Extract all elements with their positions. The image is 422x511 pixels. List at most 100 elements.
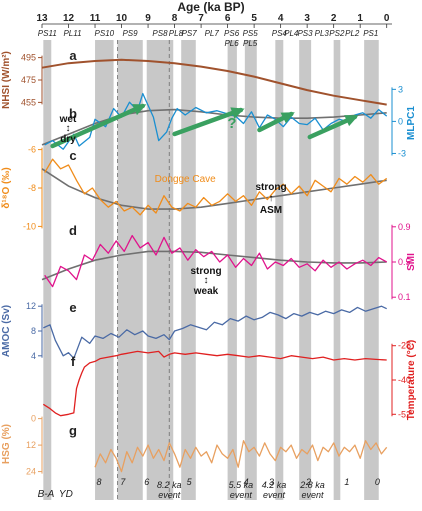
axis-tick-label-b: 0: [398, 116, 403, 126]
phase-band-ps2: [333, 40, 341, 500]
trend-arrowhead-3: [344, 115, 359, 127]
series-line-e: [43, 305, 387, 359]
axis-title-a: NHSI (W/m²): [1, 51, 12, 109]
axis-tick-label-e: 8: [31, 326, 36, 336]
axis-tick-label-d: 0.5: [398, 257, 411, 267]
axis-title-d: SMI: [406, 253, 417, 271]
phase-band-ps6: [227, 40, 237, 500]
panel-b: b -3 0 3 MLPC1: [41, 84, 417, 158]
event-number-2: 2: [305, 477, 311, 487]
dry-label: dry: [60, 134, 76, 145]
series-annotation-c: Dongge Cave: [155, 174, 217, 185]
age-tick-label: 3: [304, 13, 310, 24]
phase-label-pl2: PL2: [345, 29, 360, 38]
trend-arrowhead-2: [280, 112, 295, 124]
trend-arrows: [50, 103, 359, 149]
asm-arrow: ↑: [269, 193, 274, 204]
phase-band-ps10: [95, 40, 114, 500]
phase-label-pl4: PL4: [284, 29, 299, 38]
axis-tick-label-b: -3: [398, 148, 406, 158]
panel-c: c -10 -8 -6 δ¹⁸O (‰) Dongge Cave: [1, 145, 388, 231]
event-number-0: 0: [375, 477, 380, 487]
panel-d: d 0.1 0.5 0.9 SMI: [41, 222, 417, 302]
axis-tick-label-g: 12: [26, 440, 36, 450]
question-mark: ?: [227, 115, 236, 132]
event-label-line1: 5.5 ka: [229, 480, 254, 490]
axis-title-e: AMOC (Sv): [1, 305, 12, 357]
axis-tick-label-e: 12: [26, 301, 36, 311]
axis-tick-label-f: -28: [398, 341, 411, 351]
smi-weak-label: weak: [193, 286, 219, 297]
event-label-line2: event: [301, 490, 324, 500]
event-label-line2: event: [263, 490, 286, 500]
smi-strong-label: strong: [190, 266, 221, 277]
age-axis: Age (ka BP) 13 12 11 10 9 8 7 6 5 4 3 2 1 0: [36, 0, 392, 28]
panel-e: e 4 8 12 AMOC (Sv): [1, 300, 387, 361]
axis-title-f: Temperature (°C): [406, 340, 417, 421]
period-label-b-a: B-A: [38, 489, 55, 500]
phase-label-ps5: PS5: [243, 29, 259, 38]
axis-tick-label-a: 475: [21, 75, 36, 85]
axis-tick-label-f: -40: [398, 375, 411, 385]
event-label-line1: 8.2 ka: [157, 480, 182, 490]
event-number-1: 1: [344, 477, 349, 487]
trend-arrowhead-1: [230, 107, 245, 119]
series-line-a: [41, 58, 387, 106]
event-number-4: 4: [244, 477, 249, 487]
phase-label-ps7: PS7: [182, 29, 198, 38]
axis-title-g: HSG (%): [1, 424, 12, 464]
axis-tick-label-f: -52: [398, 409, 411, 419]
axis-tick-label-g: 0: [31, 414, 36, 424]
phase-label-pl11: PL11: [63, 29, 81, 38]
panel-letter-a: a: [69, 48, 77, 63]
age-tick-label: 4: [278, 13, 284, 24]
phase-label-ps3: PS3: [297, 29, 313, 38]
axis-tick-label-e: 4: [31, 351, 36, 361]
panel-letter-e: e: [69, 300, 76, 315]
phase-band-ps8: [146, 40, 174, 500]
panel-letter-f: f: [71, 354, 76, 369]
trend-arrow-0: [50, 103, 146, 149]
phase-label-ps6: PS6: [224, 29, 240, 38]
axis-tick-label-a: 495: [21, 53, 36, 63]
smi-arrow: ↕: [204, 275, 209, 286]
trend-arrowhead-0: [132, 104, 147, 116]
phase-label-pl3: PL3: [315, 29, 330, 38]
panel-a: a 455 475 495 NHSI (W/m²): [1, 48, 387, 109]
age-tick-label: 0: [384, 13, 390, 24]
event-number-3: 3: [269, 477, 274, 487]
panels: a 455 475 495 NHSI (W/m²) b -3 0 3 MLPC1 c -10 -8 -6 δ…: [1, 48, 417, 477]
phase-label-pl5: PL5: [243, 39, 258, 48]
updown-arrow: ↕: [66, 123, 71, 134]
age-tick-label: 7: [198, 13, 204, 24]
age-tick-label: 6: [225, 13, 231, 24]
axis-tick-label-a: 455: [21, 97, 36, 107]
phase-label-pl6: PL6: [224, 39, 239, 48]
phase-label-ps10: PS10: [95, 29, 115, 38]
axis-tick-label-g: 24: [26, 467, 36, 477]
phase-band-ps4: [275, 40, 284, 500]
asm-strong-label: strong: [255, 182, 286, 193]
event-label-line1: 4.2 ka: [262, 480, 287, 490]
phase-band-ps5: [244, 40, 257, 500]
axis-title-c: δ¹⁸O (‰): [1, 167, 12, 208]
age-tick-label: 9: [145, 13, 151, 24]
age-tick-label: 12: [63, 13, 75, 24]
phase-band-ps7: [181, 40, 196, 500]
axis-tick-label-b: 3: [398, 84, 403, 94]
period-label-yd: YD: [59, 489, 73, 500]
event-label-line2: event: [158, 490, 181, 500]
phase-label-ps9: PS9: [122, 29, 138, 38]
asm-label: ASM: [260, 205, 282, 216]
event-number-8: 8: [96, 477, 101, 487]
phase-label-ps2: PS2: [329, 29, 345, 38]
phase-band-ps11: [43, 40, 52, 500]
series-line-f: [42, 350, 387, 417]
age-axis-title: Age (ka BP): [177, 0, 244, 14]
annotations: wet ↕ dry ? strong ↑ ASM strong ↕ weak: [59, 114, 287, 297]
series-line-d: [44, 234, 388, 288]
